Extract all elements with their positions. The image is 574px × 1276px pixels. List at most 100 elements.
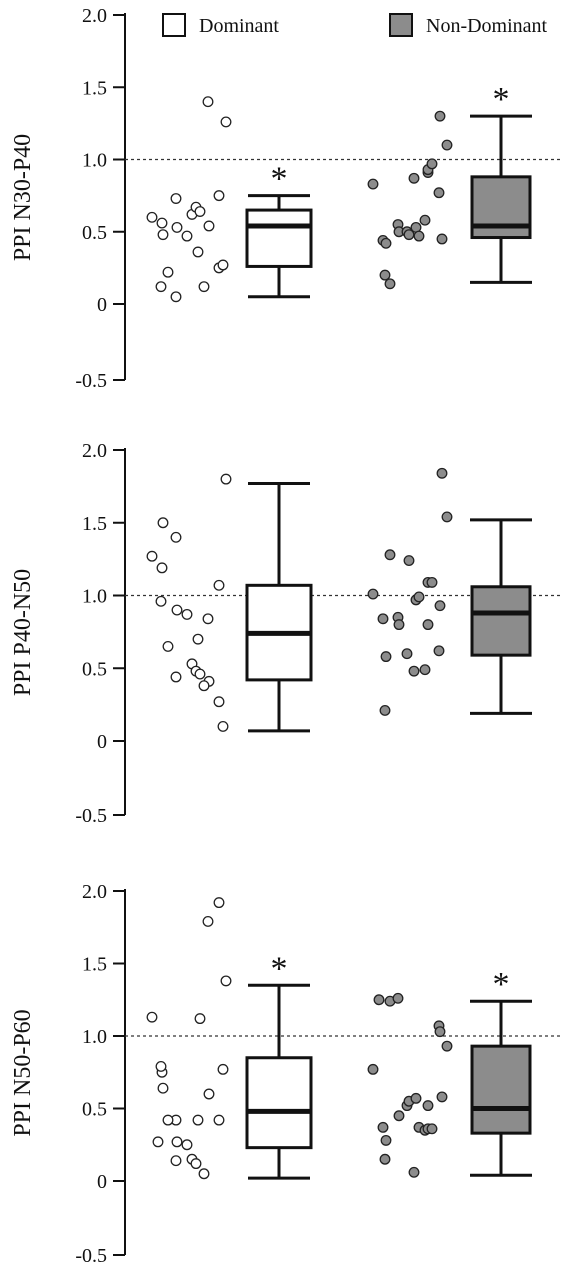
data-point-dominant bbox=[192, 633, 204, 645]
data-point-dominant bbox=[181, 230, 193, 242]
data-point-dominant bbox=[190, 1158, 202, 1170]
data-point-non-dominant bbox=[426, 158, 438, 170]
box-non-dominant bbox=[470, 585, 532, 657]
data-point-dominant bbox=[157, 1082, 169, 1094]
y-tick-label: 0 bbox=[97, 1171, 107, 1193]
data-point-dominant bbox=[170, 291, 182, 303]
data-point-dominant bbox=[202, 916, 214, 927]
data-point-non-dominant bbox=[434, 600, 446, 612]
data-point-dominant bbox=[162, 640, 174, 652]
y-tick-label: 0.5 bbox=[82, 222, 107, 244]
data-point-dominant bbox=[181, 1139, 193, 1151]
data-point-non-dominant bbox=[392, 992, 404, 1004]
legend-label-non-dominant: Non-Dominant bbox=[426, 15, 548, 37]
data-point-non-dominant bbox=[436, 467, 448, 479]
data-point-dominant bbox=[146, 550, 158, 562]
data-point-dominant bbox=[170, 531, 182, 543]
data-point-dominant bbox=[155, 595, 167, 607]
data-point-dominant bbox=[213, 897, 225, 909]
y-tick-label: -0.5 bbox=[75, 805, 107, 827]
y-tick-label: 1.0 bbox=[82, 1026, 107, 1048]
data-point-non-dominant bbox=[379, 704, 391, 716]
box-dominant bbox=[245, 208, 313, 268]
panel-1: 2.0 1.5 1.0 0.5 0 -0.5 PPI N30-P40 * * bbox=[10, 5, 560, 392]
data-point-dominant bbox=[202, 613, 214, 625]
data-point-non-dominant bbox=[413, 230, 425, 242]
data-point-dominant bbox=[198, 1168, 210, 1180]
data-point-dominant bbox=[162, 1114, 174, 1126]
y-tick-label: 0 bbox=[97, 731, 107, 753]
data-point-non-dominant bbox=[377, 613, 389, 625]
data-point-non-dominant bbox=[419, 214, 431, 226]
data-point-non-dominant bbox=[367, 1063, 379, 1075]
data-point-dominant bbox=[146, 1011, 158, 1023]
data-point-dominant bbox=[157, 517, 169, 529]
data-point-non-dominant bbox=[441, 139, 453, 151]
y-tick-label: 0.5 bbox=[82, 1099, 107, 1121]
data-point-non-dominant bbox=[434, 110, 446, 122]
data-point-non-dominant bbox=[380, 651, 392, 663]
data-point-dominant bbox=[202, 96, 214, 108]
y-tick-label: 1.0 bbox=[82, 150, 107, 172]
data-point-dominant bbox=[192, 246, 204, 258]
y-tick-label: 2.0 bbox=[82, 881, 107, 903]
data-point-dominant bbox=[170, 193, 182, 204]
data-point-dominant bbox=[220, 975, 232, 987]
y-axis-title: PPI N30-P40 bbox=[10, 134, 36, 261]
significance-marker-non-dominant: * bbox=[493, 966, 510, 1003]
data-point-dominant bbox=[198, 680, 210, 692]
legend-swatch-dominant bbox=[162, 13, 186, 37]
y-tick-label: 0.5 bbox=[82, 658, 107, 680]
data-point-dominant bbox=[217, 721, 229, 732]
data-point-non-dominant bbox=[393, 619, 405, 631]
y-tick-label: 2.0 bbox=[82, 5, 107, 27]
data-point-non-dominant bbox=[401, 648, 413, 660]
data-point-dominant bbox=[181, 608, 193, 620]
data-point-dominant bbox=[194, 206, 206, 217]
data-point-dominant bbox=[203, 1088, 215, 1100]
data-point-dominant bbox=[146, 211, 158, 223]
data-point-non-dominant bbox=[410, 1092, 422, 1104]
data-point-non-dominant bbox=[419, 664, 431, 676]
y-axis-title: PPI P40-N50 bbox=[10, 569, 36, 696]
data-point-non-dominant bbox=[433, 645, 445, 657]
data-point-non-dominant bbox=[422, 619, 434, 631]
data-point-dominant bbox=[155, 1060, 167, 1072]
data-point-dominant bbox=[157, 229, 169, 241]
data-point-non-dominant bbox=[422, 1100, 434, 1112]
data-point-dominant bbox=[213, 190, 225, 202]
data-point-non-dominant bbox=[380, 237, 392, 249]
data-point-dominant bbox=[194, 1013, 206, 1025]
data-point-dominant bbox=[217, 1063, 229, 1075]
data-point-non-dominant bbox=[408, 665, 420, 677]
data-point-non-dominant bbox=[380, 1134, 392, 1146]
y-tick-label: 2.0 bbox=[82, 440, 107, 462]
significance-marker-dominant: * bbox=[271, 950, 288, 987]
y-tick-label: 1.5 bbox=[82, 954, 107, 976]
data-point-non-dominant bbox=[433, 187, 445, 199]
y-tick-label: -0.5 bbox=[75, 370, 107, 392]
data-point-non-dominant bbox=[413, 591, 425, 603]
data-point-non-dominant bbox=[379, 269, 391, 281]
data-point-dominant bbox=[171, 604, 183, 616]
data-point-dominant bbox=[213, 1114, 225, 1126]
data-point-dominant bbox=[213, 696, 225, 708]
data-point-non-dominant bbox=[367, 178, 379, 190]
data-point-dominant bbox=[171, 1136, 183, 1148]
y-tick-label: 1.5 bbox=[82, 513, 107, 535]
y-tick-label: 1.0 bbox=[82, 586, 107, 608]
significance-marker-non-dominant: * bbox=[493, 81, 510, 118]
box-non-dominant bbox=[470, 1044, 532, 1135]
data-point-non-dominant bbox=[436, 233, 448, 245]
data-point-dominant bbox=[156, 217, 168, 229]
data-point-non-dominant bbox=[393, 1110, 405, 1122]
data-point-non-dominant bbox=[408, 1166, 420, 1178]
data-point-dominant bbox=[220, 116, 232, 128]
y-tick-label: -0.5 bbox=[75, 1245, 107, 1267]
y-tick-label: 0 bbox=[97, 294, 107, 316]
y-axis-title: PPI N50-P60 bbox=[10, 1009, 36, 1136]
data-point-non-dominant bbox=[403, 555, 415, 567]
data-point-dominant bbox=[203, 220, 215, 232]
data-point-non-dominant bbox=[373, 994, 385, 1006]
